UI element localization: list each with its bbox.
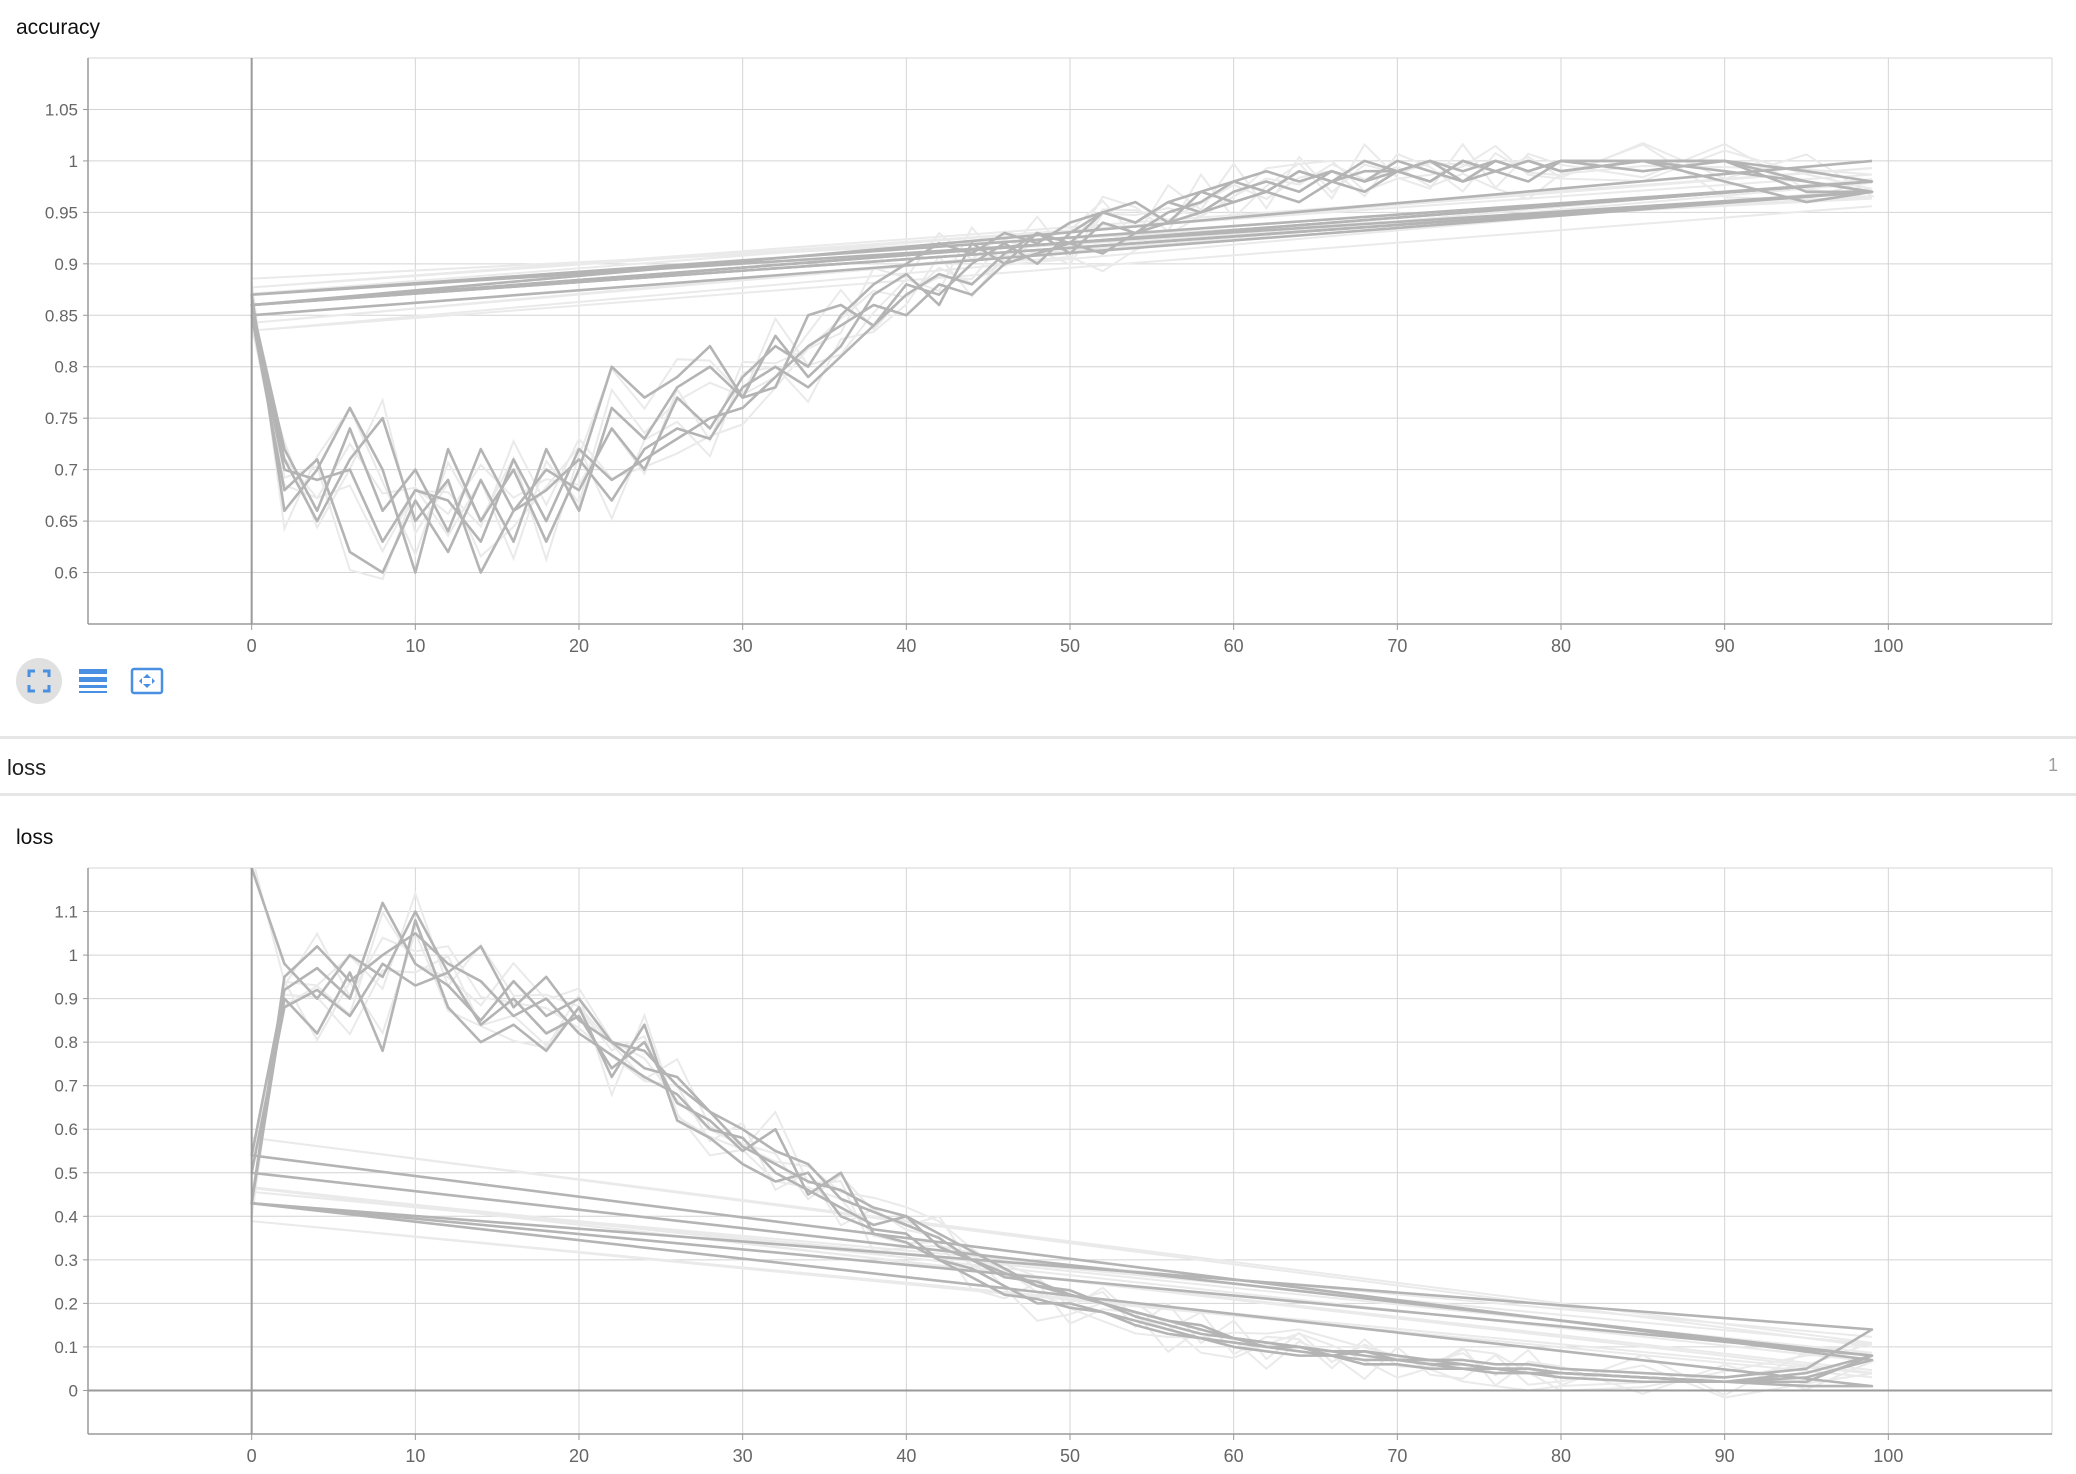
acc-xtick-label: 60 <box>1224 636 1244 656</box>
acc-ytick-label: 0.95 <box>45 203 78 222</box>
loss-xtick-label: 100 <box>1873 1446 1903 1466</box>
loss-grid <box>88 867 2053 1434</box>
acc-raw-line-3 <box>250 163 1873 554</box>
chart-toolbar <box>16 658 170 704</box>
loss-series-line-1[interactable] <box>250 932 1874 1379</box>
loss-xtick-label: 60 <box>1224 1446 1244 1466</box>
loss-ytick-label: 0.3 <box>54 1251 78 1270</box>
loss-raw-line-3 <box>250 910 1873 1392</box>
loss-xtick-label: 50 <box>1060 1446 1080 1466</box>
loss-ytick-label: 0.5 <box>54 1164 78 1183</box>
loss-ytick-label: 0.8 <box>54 1033 78 1052</box>
acc-series-line-1[interactable] <box>250 159 1874 533</box>
loss-xtick-label: 0 <box>247 1446 257 1466</box>
accuracy-axes: 0.6 0.65 0.7 0.75 0.8 0.85 0.9 0.95 1 1.05 0 10 20 30… <box>45 58 2052 656</box>
loss-chart[interactable]: 0 0.1 0.2 0.3 0.4 0.5 0.6 0.7 0.8 0.9 1 1.1 0 10 20 30 4… <box>0 810 2076 1474</box>
loss-ytick-label: 0.2 <box>54 1294 78 1313</box>
loss-ytick-label: 0.9 <box>54 990 78 1009</box>
loss-raw-line-2 <box>250 954 1873 1392</box>
loss-xtick-label: 90 <box>1715 1446 1735 1466</box>
loss-ytick-label: 0.1 <box>54 1338 78 1357</box>
loss-series-line-4[interactable] <box>250 918 1874 1388</box>
acc-ytick-label: 0.75 <box>45 409 78 428</box>
loss-ytick-label: 0.7 <box>54 1077 78 1096</box>
loss-chart-title: loss <box>16 826 54 849</box>
loss-raw-line-5 <box>251 868 1876 1395</box>
acc-ytick-label: 0.85 <box>45 306 78 325</box>
loss-ytick-label: 0.4 <box>54 1207 78 1226</box>
acc-xtick-label: 40 <box>896 636 916 656</box>
loss-ytick-label: 0.6 <box>54 1120 78 1139</box>
toggle-log-scale-button[interactable] <box>70 658 116 704</box>
fit-domain-button[interactable] <box>124 658 170 704</box>
accuracy-chart-title: accuracy <box>16 16 101 39</box>
acc-ytick-label: 0.6 <box>54 564 78 583</box>
section-divider-top <box>0 736 2076 739</box>
loss-xtick-label: 70 <box>1387 1446 1407 1466</box>
acc-xtick-label: 90 <box>1715 636 1735 656</box>
acc-ytick-label: 1 <box>69 152 78 171</box>
acc-xtick-label: 50 <box>1060 636 1080 656</box>
loss-xtick-label: 40 <box>896 1446 916 1466</box>
fit-domain-icon <box>130 667 164 695</box>
acc-ytick-label: 0.7 <box>54 461 78 480</box>
loss-section-title: loss <box>7 755 47 780</box>
acc-xtick-label: 10 <box>405 636 425 656</box>
loss-xtick-label: 80 <box>1551 1446 1571 1466</box>
loss-ytick-label: 0 <box>69 1381 78 1400</box>
loss-xtick-label: 20 <box>569 1446 589 1466</box>
loss-series-line-5[interactable] <box>250 868 1874 1384</box>
loss-ytick-label: 1.1 <box>54 903 78 922</box>
loss-ytick-label: 1 <box>69 946 78 965</box>
loss-section-count: 1 <box>2047 755 2058 775</box>
loss-series <box>250 868 1874 1388</box>
acc-ytick-label: 0.65 <box>45 512 78 531</box>
acc-xtick-label: 70 <box>1387 636 1407 656</box>
accuracy-chart[interactable]: 0.6 0.65 0.7 0.75 0.8 0.85 0.9 0.95 1 1.05 0 10 20 30… <box>0 0 2076 680</box>
loss-raw-series <box>250 868 1876 1399</box>
loss-xtick-label: 30 <box>733 1446 753 1466</box>
acc-series-line-5[interactable] <box>250 159 1874 574</box>
acc-xtick-label: 100 <box>1873 636 1903 656</box>
acc-series-line-3[interactable] <box>250 159 1874 543</box>
acc-ytick-label: 1.05 <box>45 100 78 119</box>
fullscreen-icon <box>27 669 51 693</box>
acc-xtick-label: 0 <box>247 636 257 656</box>
acc-ytick-label: 0.9 <box>54 255 78 274</box>
acc-xtick-label: 80 <box>1551 636 1571 656</box>
loss-xtick-label: 10 <box>405 1446 425 1466</box>
section-divider-bottom <box>0 793 2076 796</box>
toggle-log-scale-icon <box>79 669 107 693</box>
fullscreen-button[interactable] <box>16 658 62 704</box>
accuracy-series <box>250 159 1874 574</box>
acc-xtick-label: 30 <box>733 636 753 656</box>
loss-axes: 0 0.1 0.2 0.3 0.4 0.5 0.6 0.7 0.8 0.9 1 1.1 0 10 20 30 4… <box>54 868 2052 1466</box>
loss-section-header[interactable]: loss 1 <box>0 739 2076 793</box>
acc-ytick-label: 0.8 <box>54 358 78 377</box>
acc-xtick-label: 20 <box>569 636 589 656</box>
